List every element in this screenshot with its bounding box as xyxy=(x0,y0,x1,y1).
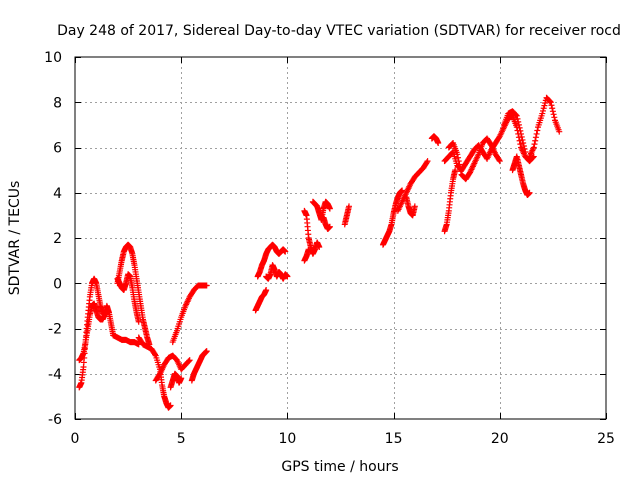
data-point xyxy=(533,130,540,137)
data-point xyxy=(399,187,406,194)
y-tick-label: 2 xyxy=(53,231,62,247)
data-point xyxy=(345,203,352,210)
data-point xyxy=(518,130,525,137)
data-point xyxy=(496,158,503,165)
y-axis-label: SDTVAR / TECUs xyxy=(7,181,23,296)
data-point xyxy=(424,158,431,165)
data-point xyxy=(532,137,539,144)
data-point xyxy=(548,102,555,109)
y-tick-label: -4 xyxy=(48,367,62,383)
data-point xyxy=(556,128,563,135)
data-point xyxy=(542,100,549,107)
data-point xyxy=(530,144,537,151)
y-tick-label: 8 xyxy=(53,95,62,111)
data-point xyxy=(520,142,527,149)
data-point xyxy=(549,105,556,112)
data-point xyxy=(455,154,462,161)
data-point xyxy=(517,127,524,134)
y-tick-label: -2 xyxy=(48,322,62,338)
y-tick-label: 4 xyxy=(53,186,62,202)
data-point xyxy=(135,318,142,325)
y-tick-label: 10 xyxy=(44,50,62,66)
data-point xyxy=(513,112,520,119)
data-points xyxy=(76,94,563,411)
y-tick-label: -6 xyxy=(48,412,62,428)
data-point xyxy=(105,309,112,316)
x-tick-label: 5 xyxy=(177,431,186,447)
y-tick-label: 0 xyxy=(53,276,62,292)
grid-lines xyxy=(75,57,606,419)
data-point xyxy=(549,108,556,115)
data-point xyxy=(203,282,210,289)
chart-title: Day 248 of 2017, Sidereal Day-to-day VTE… xyxy=(57,23,621,39)
data-point xyxy=(178,375,185,382)
data-point xyxy=(522,149,529,156)
x-tick-label: 15 xyxy=(385,431,403,447)
data-point xyxy=(423,159,430,166)
data-point xyxy=(263,287,270,294)
data-point xyxy=(456,161,463,168)
data-point xyxy=(457,168,464,175)
data-point xyxy=(531,141,538,148)
data-point xyxy=(452,167,459,174)
data-point xyxy=(518,133,525,140)
x-axis-label: GPS time / hours xyxy=(281,459,398,475)
x-tick-label: 0 xyxy=(71,431,80,447)
data-point xyxy=(547,98,554,105)
data-point xyxy=(532,134,539,141)
data-point xyxy=(514,115,521,122)
data-point xyxy=(455,158,462,165)
data-point xyxy=(513,112,520,119)
data-point xyxy=(516,124,523,131)
data-point xyxy=(519,136,526,143)
data-point xyxy=(516,137,523,144)
data-point xyxy=(547,99,554,106)
data-point xyxy=(521,146,528,153)
data-point xyxy=(411,203,418,210)
data-point xyxy=(282,248,289,255)
data-point xyxy=(316,244,323,251)
data-point xyxy=(435,139,442,146)
data-point xyxy=(152,351,159,358)
data-point xyxy=(457,164,464,171)
data-point xyxy=(454,151,461,158)
data-point xyxy=(550,111,557,118)
data-point xyxy=(539,107,546,114)
data-point xyxy=(185,357,192,364)
data-point xyxy=(539,110,546,117)
data-point xyxy=(534,127,541,134)
data-point xyxy=(326,223,333,230)
data-point xyxy=(186,357,193,364)
data-point xyxy=(526,189,533,196)
data-point xyxy=(515,121,522,128)
data-point xyxy=(515,118,522,125)
data-point xyxy=(496,156,503,163)
data-point xyxy=(284,273,291,280)
data-point xyxy=(520,139,527,146)
data-point xyxy=(517,141,524,148)
y-tick-label: 6 xyxy=(53,141,62,157)
data-point xyxy=(167,402,174,409)
x-tick-label: 25 xyxy=(597,431,615,447)
data-point xyxy=(540,105,547,112)
x-tick-label: 10 xyxy=(278,431,296,447)
data-point xyxy=(541,102,548,109)
data-point xyxy=(203,348,210,355)
data-point xyxy=(326,205,333,212)
data-point xyxy=(551,114,558,121)
x-tick-label: 20 xyxy=(491,431,509,447)
plot-frame xyxy=(74,56,607,420)
